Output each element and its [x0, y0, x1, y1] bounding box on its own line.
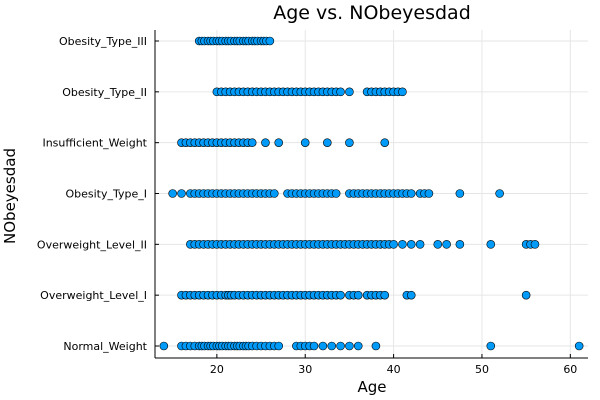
- data-point: [345, 87, 354, 97]
- data-point: [318, 341, 328, 351]
- data-point: [269, 189, 279, 198]
- data-point: [265, 36, 275, 46]
- data-point: [168, 189, 177, 198]
- data-point: [261, 138, 270, 147]
- data-point: [274, 341, 284, 351]
- data-point: [336, 341, 345, 351]
- data-point: [327, 341, 337, 351]
- y-axis-label: NObeyesdad: [1, 148, 19, 244]
- data-point: [521, 290, 531, 300]
- data-point: [177, 189, 186, 198]
- data-point: [455, 189, 465, 198]
- data-point: [530, 240, 540, 249]
- x-tick-label: 20: [210, 363, 224, 376]
- data-point: [380, 138, 390, 147]
- axes: [154, 30, 588, 359]
- y-tick-label: Overweight_Level_I: [40, 289, 147, 302]
- data-point: [309, 341, 319, 351]
- data-point: [398, 240, 407, 249]
- y-tick-label: Obesity_Type_III: [59, 35, 147, 48]
- data-point: [331, 189, 341, 198]
- data-point: [371, 341, 381, 351]
- data-point: [424, 189, 434, 198]
- data-point: [415, 240, 425, 249]
- data-point: [495, 189, 504, 198]
- x-axis-label: Age: [357, 378, 386, 396]
- data-point: [353, 290, 363, 300]
- data-point: [486, 341, 496, 351]
- data-point: [455, 240, 465, 249]
- data-point: [442, 240, 451, 249]
- data-point: [380, 290, 390, 300]
- x-tick-label: 60: [563, 363, 577, 376]
- y-tick-label: Normal_Weight: [63, 340, 147, 353]
- data-point: [574, 341, 584, 351]
- data-point: [406, 240, 416, 249]
- data-point: [486, 240, 496, 249]
- data-points: [159, 36, 584, 351]
- data-point: [406, 189, 416, 198]
- y-tick-label: Overweight_Level_II: [37, 238, 147, 251]
- data-point: [345, 138, 354, 147]
- x-tick-label: 50: [475, 363, 489, 376]
- data-point: [433, 240, 443, 249]
- data-point: [353, 341, 363, 351]
- data-point: [159, 341, 169, 351]
- y-tick-label: Insufficient_Weight: [42, 137, 147, 150]
- data-point: [406, 290, 416, 300]
- data-point: [336, 87, 345, 97]
- x-tick-label: 30: [298, 363, 312, 376]
- data-point: [336, 290, 345, 300]
- data-point: [274, 138, 284, 147]
- data-point: [398, 87, 407, 97]
- x-tick-label: 40: [387, 363, 401, 376]
- tick-labels: 20 30 40 50 60 Normal_Weight Overweight_Level_…: [37, 35, 577, 376]
- chart-title: Age vs. NObeyesdad: [273, 2, 471, 24]
- data-point: [389, 240, 398, 249]
- y-tick-label: Obesity_Type_I: [65, 188, 147, 201]
- y-tick-label: Obesity_Type_II: [62, 86, 147, 99]
- data-point: [323, 138, 332, 147]
- data-point: [300, 138, 310, 147]
- data-point: [247, 138, 257, 147]
- data-point: [345, 341, 354, 351]
